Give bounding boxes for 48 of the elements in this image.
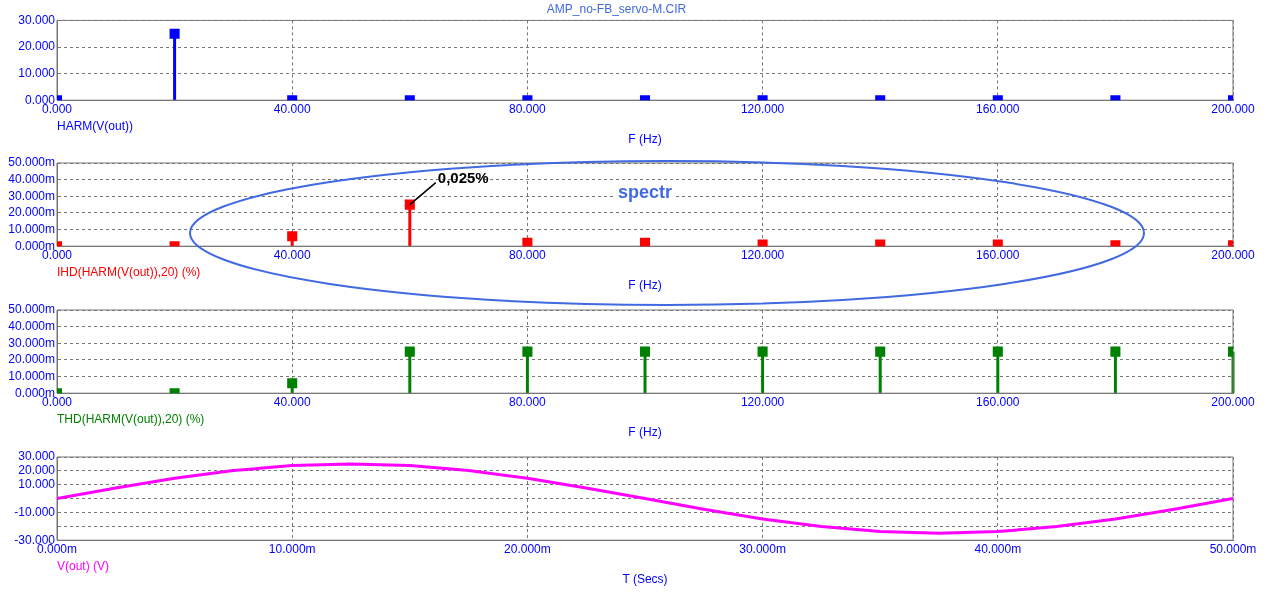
text: V(out) (V) [57, 558, 110, 573]
y-tick-label: 10.000 [18, 65, 56, 80]
chart-title: AMP_no-FB_servo-M.CIR [546, 1, 687, 16]
x-tick-label: 80.000 [509, 101, 547, 116]
series-label: THD(HARM(V(out)),20) (%) [57, 411, 205, 426]
x-tick-label: 160.000 [976, 247, 1020, 262]
y-tick-label: 10.000m [8, 221, 55, 236]
x-tick-label: 40.000 [273, 247, 311, 262]
y-tick-label: 40.000m [8, 318, 55, 333]
y-tick-label: 30.000m [8, 335, 55, 350]
x-tick-label: 160.000 [976, 101, 1020, 116]
x-tick-label: 30.000m [739, 541, 786, 556]
x-tick-label: 160.000 [976, 394, 1020, 409]
y-tick-label: -10.000 [14, 504, 56, 519]
y-tick-label: 10.000m [8, 368, 55, 383]
x-axis-title: T (Secs) [622, 572, 668, 587]
x-tick-label: 80.000 [509, 247, 547, 262]
x-tick-label: 40.000m [974, 541, 1022, 556]
x-tick-label: 20.000m [504, 541, 551, 556]
x-tick-label: 120.000 [740, 247, 785, 262]
x-tick-label: 80.000 [509, 394, 547, 409]
x-tick-label: 200.000 [1211, 101, 1256, 116]
series-label: IHD(HARM(V(out)),20) (%) [57, 264, 201, 279]
x-tick-label: 40.000 [273, 101, 311, 116]
x-axis-title: F (Hz) [628, 132, 662, 147]
x-axis-title: F (Hz) [628, 278, 662, 293]
y-tick-label: 20.000 [18, 39, 56, 54]
x-tick-label: 200.000 [1211, 247, 1256, 262]
annotation: 0,025% [437, 169, 489, 187]
y-tick-label: 20.000 [18, 463, 56, 478]
y-tick-label: 10.000 [18, 477, 56, 492]
y-tick-label: 50.000m [8, 155, 55, 170]
x-tick-label: 50.000m [1209, 541, 1257, 556]
x-tick-label: 10.000m [268, 541, 316, 556]
y-tick-label: 30.000 [18, 449, 56, 464]
x-tick-label: 40.000 [273, 394, 311, 409]
series-label: HARM(V(out)) [57, 118, 134, 133]
y-tick-label: 40.000m [8, 171, 55, 186]
x-tick-label: 200.000 [1211, 394, 1256, 409]
x-tick-label: 120.000 [740, 394, 785, 409]
x-axis-title: F (Hz) [628, 425, 662, 440]
annotation: spectr [617, 181, 673, 202]
y-tick-label: 30.000m [8, 188, 55, 203]
x-tick-label: 120.000 [740, 101, 785, 116]
y-tick-label: 20.000m [8, 352, 55, 367]
y-tick-label: 30.000 [18, 12, 56, 27]
y-tick-label: 50.000m [8, 302, 55, 317]
y-tick-label: 20.000m [8, 205, 55, 220]
